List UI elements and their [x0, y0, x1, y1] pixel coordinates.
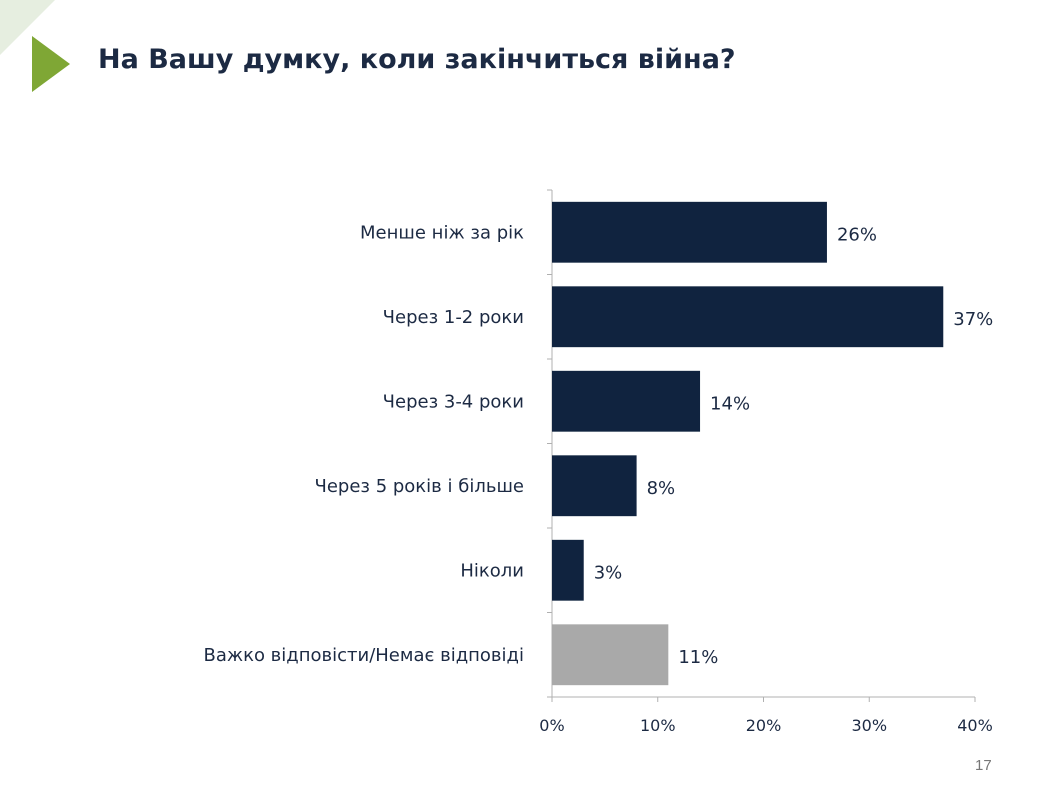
bar [552, 624, 669, 686]
bar [552, 370, 701, 432]
bar [552, 455, 637, 517]
x-tick-label: 40% [957, 716, 993, 735]
x-tick-label: 0% [539, 716, 564, 735]
page-number: 17 [975, 757, 992, 774]
data-label: 14% [710, 393, 750, 414]
bar [552, 539, 584, 601]
bar [552, 201, 827, 263]
page-title: На Вашу думку, коли закінчиться війна? [98, 44, 736, 75]
play-triangle-icon [32, 36, 70, 92]
category-label: Менше ніж за рік [360, 222, 524, 243]
corner-light-triangle [0, 0, 55, 55]
x-tick-label: 20% [746, 716, 782, 735]
data-label: 26% [837, 224, 877, 245]
corner-decoration [0, 0, 70, 92]
x-tick-label: 10% [640, 716, 676, 735]
data-label: 11% [678, 647, 718, 668]
category-label: Важко відповісти/Немає відповіді [203, 645, 524, 666]
x-tick-label: 30% [851, 716, 887, 735]
data-label: 8% [647, 478, 676, 499]
data-label: 37% [953, 309, 993, 330]
category-label: Ніколи [460, 560, 524, 581]
category-label: Через 3-4 роки [383, 391, 524, 412]
bar [552, 286, 944, 348]
category-label: Через 5 років і більше [314, 476, 524, 497]
data-label: 3% [594, 562, 623, 583]
category-label: Через 1-2 роки [383, 307, 524, 328]
